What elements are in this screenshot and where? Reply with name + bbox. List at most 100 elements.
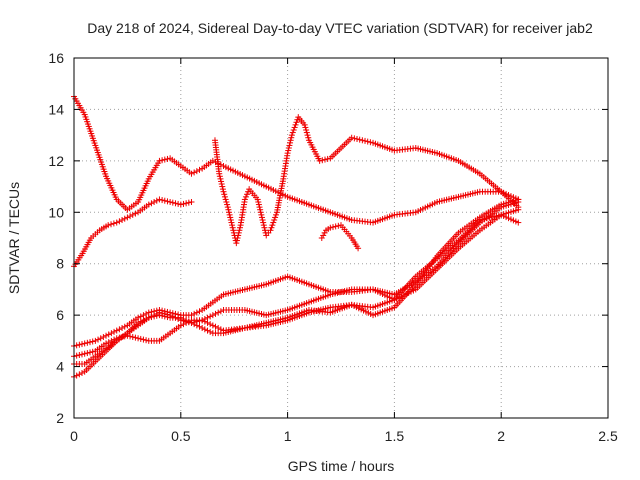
sample-points: [435, 247, 460, 271]
sample-points: [478, 172, 503, 194]
series-satellite-7: [71, 196, 522, 360]
sample-points: [169, 199, 182, 207]
grid-lines: [74, 58, 608, 418]
sample-points: [73, 370, 86, 379]
sample-points: [201, 318, 214, 328]
sample-points: [108, 220, 117, 228]
sample-points: [415, 200, 438, 215]
sample-points: [302, 124, 312, 141]
data-point: [515, 196, 522, 203]
data-point: [216, 170, 223, 177]
data-point: [288, 132, 295, 139]
y-tick-label: 4: [56, 359, 64, 375]
sample-points: [351, 135, 363, 143]
sample-points: [115, 198, 129, 211]
series-satellite-5: [71, 199, 522, 380]
sample-points: [82, 113, 98, 147]
sample-points: [285, 134, 295, 154]
sample-points: [372, 305, 396, 318]
sample-points: [127, 333, 139, 341]
sample-points: [221, 191, 231, 208]
data-point: [124, 214, 131, 221]
series-satellite-1: [71, 93, 522, 226]
data-point: [103, 340, 110, 347]
sample-points: [105, 336, 118, 346]
sample-points: [286, 310, 310, 323]
sample-points: [280, 152, 291, 180]
sample-points: [393, 275, 418, 301]
sample-points: [372, 212, 396, 225]
sample-points: [436, 194, 460, 205]
y-tick-label: 8: [56, 256, 64, 272]
data-point: [113, 219, 120, 226]
sample-points: [268, 211, 280, 231]
data-point: [188, 199, 195, 205]
sample-points: [351, 286, 374, 295]
sample-points: [80, 237, 93, 255]
sample-points: [244, 307, 267, 318]
sample-points: [339, 136, 353, 150]
sample-points: [216, 173, 226, 193]
data-point: [229, 222, 236, 229]
y-tick-label: 16: [48, 50, 64, 66]
data-point: [267, 227, 274, 234]
sample-points: [148, 197, 160, 207]
sample-points: [233, 224, 243, 244]
sample-points: [414, 257, 439, 278]
data-point: [135, 314, 142, 321]
y-tick-label: 10: [48, 204, 64, 220]
sample-points: [212, 323, 224, 333]
sample-points: [457, 189, 481, 200]
series-satellite-3: [211, 114, 522, 247]
sample-points: [244, 281, 267, 292]
data-point: [113, 327, 120, 334]
data-point: [103, 332, 110, 339]
sample-points: [244, 174, 267, 189]
data-point: [156, 312, 163, 319]
data-point: [177, 314, 184, 321]
sample-points: [500, 197, 519, 207]
sample-points: [72, 252, 85, 268]
sample-points: [351, 302, 374, 311]
sample-points: [329, 210, 353, 223]
sample-points: [127, 210, 139, 220]
sample-points: [93, 144, 109, 177]
data-point: [284, 150, 291, 157]
sample-points: [436, 151, 460, 163]
data-point: [156, 157, 163, 164]
sample-points: [137, 335, 150, 344]
data-points: [71, 93, 522, 380]
data-point: [233, 240, 240, 247]
data-point: [359, 137, 366, 144]
sample-points: [222, 287, 246, 297]
sample-points: [104, 175, 119, 201]
sample-points: [136, 178, 151, 203]
data-point: [167, 199, 174, 205]
sample-points: [329, 222, 342, 231]
sample-points: [191, 321, 203, 330]
x-tick-label: 0.5: [171, 428, 191, 444]
sample-points: [116, 323, 128, 333]
sample-points: [137, 310, 150, 320]
data-point: [209, 322, 216, 329]
sample-points: [457, 218, 482, 242]
y-axis-label: SDTVAR / TECUs: [6, 182, 22, 294]
plot-frame: [73, 57, 609, 419]
data-point: [254, 196, 261, 203]
sample-points: [372, 297, 396, 310]
sample-points: [148, 312, 160, 321]
data-point: [241, 196, 248, 203]
sample-points: [286, 274, 310, 287]
sample-points: [95, 334, 107, 343]
sample-points: [83, 354, 97, 366]
sample-points: [180, 199, 192, 207]
sample-points: [105, 339, 118, 351]
series-satellite-6: [71, 206, 522, 349]
sample-points: [105, 328, 118, 338]
data-point: [224, 204, 231, 211]
sample-points: [329, 146, 343, 160]
sample-points: [394, 209, 417, 218]
sample-points: [329, 302, 353, 311]
sample-points: [84, 348, 96, 357]
